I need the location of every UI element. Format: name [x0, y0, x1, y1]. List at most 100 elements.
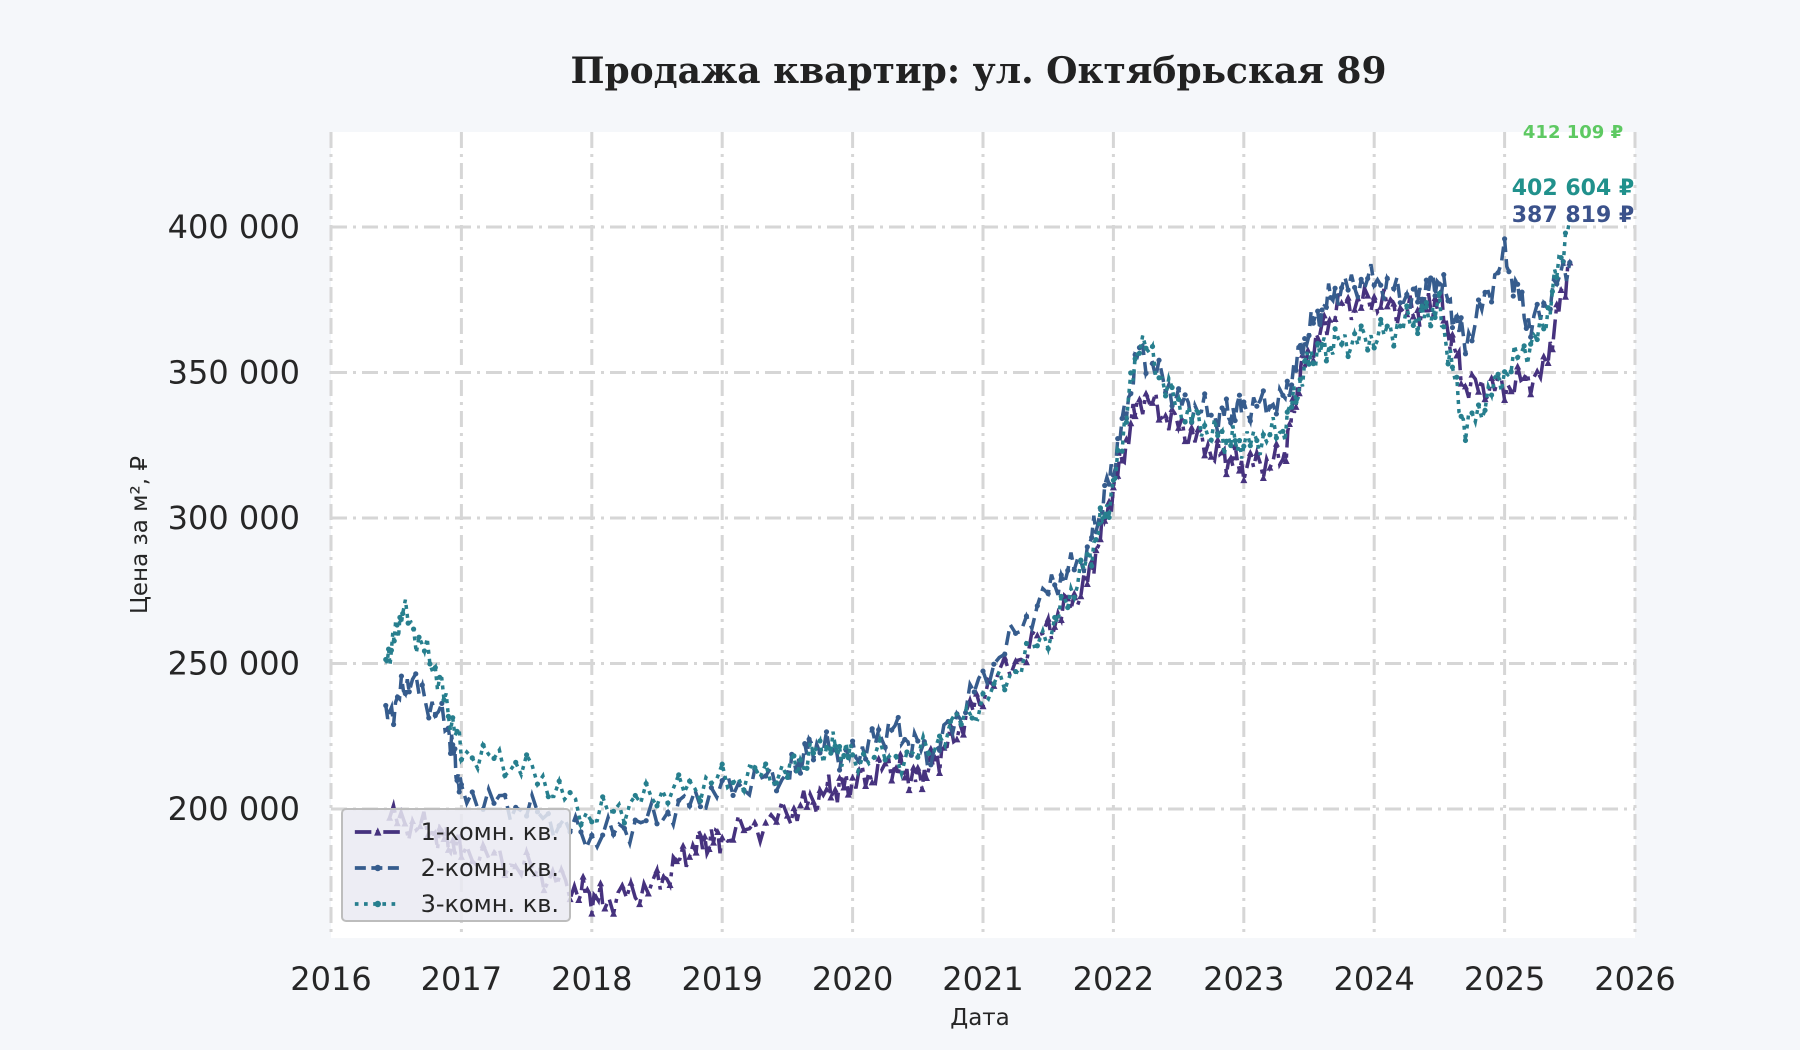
data-marker [1096, 535, 1104, 543]
data-marker [1293, 399, 1299, 405]
data-marker [1310, 320, 1316, 326]
data-marker [810, 750, 817, 756]
data-marker [803, 802, 811, 810]
data-marker [1523, 325, 1529, 332]
data-marker [1202, 391, 1208, 397]
data-marker [1371, 345, 1377, 351]
data-marker [1284, 378, 1290, 384]
data-marker [1162, 411, 1170, 419]
data-marker [390, 721, 397, 728]
data-marker [513, 759, 519, 765]
data-marker [1078, 557, 1084, 563]
data-marker [863, 756, 869, 762]
data-marker [621, 825, 628, 831]
data-marker [601, 904, 609, 912]
data-marker [1207, 452, 1215, 460]
data-marker [1315, 308, 1321, 314]
data-marker [791, 753, 797, 759]
data-marker [1071, 594, 1077, 600]
data-marker [441, 697, 447, 703]
data-marker [1155, 415, 1163, 423]
data-marker [445, 713, 451, 719]
data-marker [579, 872, 587, 880]
data-marker [936, 768, 944, 776]
data-marker [773, 780, 780, 786]
data-marker [969, 715, 975, 721]
data-marker [1469, 338, 1475, 344]
data-marker [1023, 613, 1030, 619]
data-marker [406, 689, 412, 695]
data-marker [1419, 303, 1425, 309]
data-marker [1554, 274, 1560, 281]
data-marker [480, 742, 486, 748]
data-marker [1247, 418, 1253, 424]
data-marker [1142, 389, 1150, 397]
data-marker [1441, 272, 1447, 278]
data-marker [1143, 345, 1149, 351]
legend-label: 2-комн. кв. [420, 854, 559, 882]
data-marker [405, 620, 411, 626]
data-marker [947, 719, 954, 725]
data-marker [1461, 382, 1469, 390]
legend-item-1room: 1-комн. кв. [353, 814, 559, 850]
data-marker [1548, 345, 1556, 353]
data-marker [1521, 343, 1527, 349]
data-marker [1384, 323, 1390, 329]
x-tick-label: 2022 [1073, 960, 1154, 998]
data-marker [1297, 376, 1303, 382]
y-tick-label: 300 000 [168, 499, 300, 537]
data-marker [1228, 442, 1234, 449]
data-marker [1533, 367, 1541, 375]
data-marker [1122, 435, 1130, 443]
data-marker [1176, 396, 1182, 402]
data-marker [1510, 293, 1516, 299]
data-marker [763, 761, 769, 767]
data-marker [1136, 350, 1143, 356]
data-marker [1182, 392, 1188, 398]
data-marker [1232, 438, 1238, 444]
data-marker [1051, 622, 1059, 630]
data-marker [687, 778, 693, 784]
data-marker [416, 634, 422, 640]
data-marker [419, 682, 425, 688]
data-marker [1128, 370, 1134, 376]
data-marker [1323, 358, 1329, 364]
data-marker [796, 801, 804, 809]
data-marker [1089, 563, 1095, 569]
data-marker [1169, 403, 1175, 409]
data-marker [893, 753, 899, 760]
data-marker [708, 780, 714, 786]
data-marker [1289, 394, 1297, 402]
data-marker [1222, 470, 1230, 478]
data-marker [1534, 301, 1540, 307]
data-marker [1488, 374, 1496, 382]
data-marker [730, 792, 736, 798]
data-marker [979, 702, 987, 710]
data-marker [1436, 281, 1442, 287]
data-marker [797, 757, 804, 763]
data-marker [1310, 361, 1316, 367]
data-marker [632, 817, 638, 823]
data-marker [1528, 334, 1534, 340]
data-marker [1093, 536, 1099, 543]
data-marker [432, 664, 438, 671]
data-marker [469, 789, 475, 795]
data-marker [817, 738, 823, 744]
data-marker [741, 787, 747, 794]
data-marker [1110, 477, 1116, 483]
data-marker [1545, 305, 1551, 311]
data-marker [1345, 287, 1351, 293]
y-tick-label: 350 000 [168, 354, 300, 392]
data-marker [1071, 567, 1077, 573]
data-marker [1331, 315, 1339, 323]
data-marker [1065, 567, 1071, 574]
data-marker [1302, 358, 1308, 364]
data-marker [719, 761, 725, 767]
data-marker [1558, 255, 1564, 261]
data-marker [1123, 419, 1130, 425]
data-marker [1397, 300, 1403, 306]
data-marker [1065, 604, 1071, 611]
data-marker [592, 893, 600, 901]
data-marker [918, 785, 926, 793]
data-marker [1175, 423, 1183, 431]
